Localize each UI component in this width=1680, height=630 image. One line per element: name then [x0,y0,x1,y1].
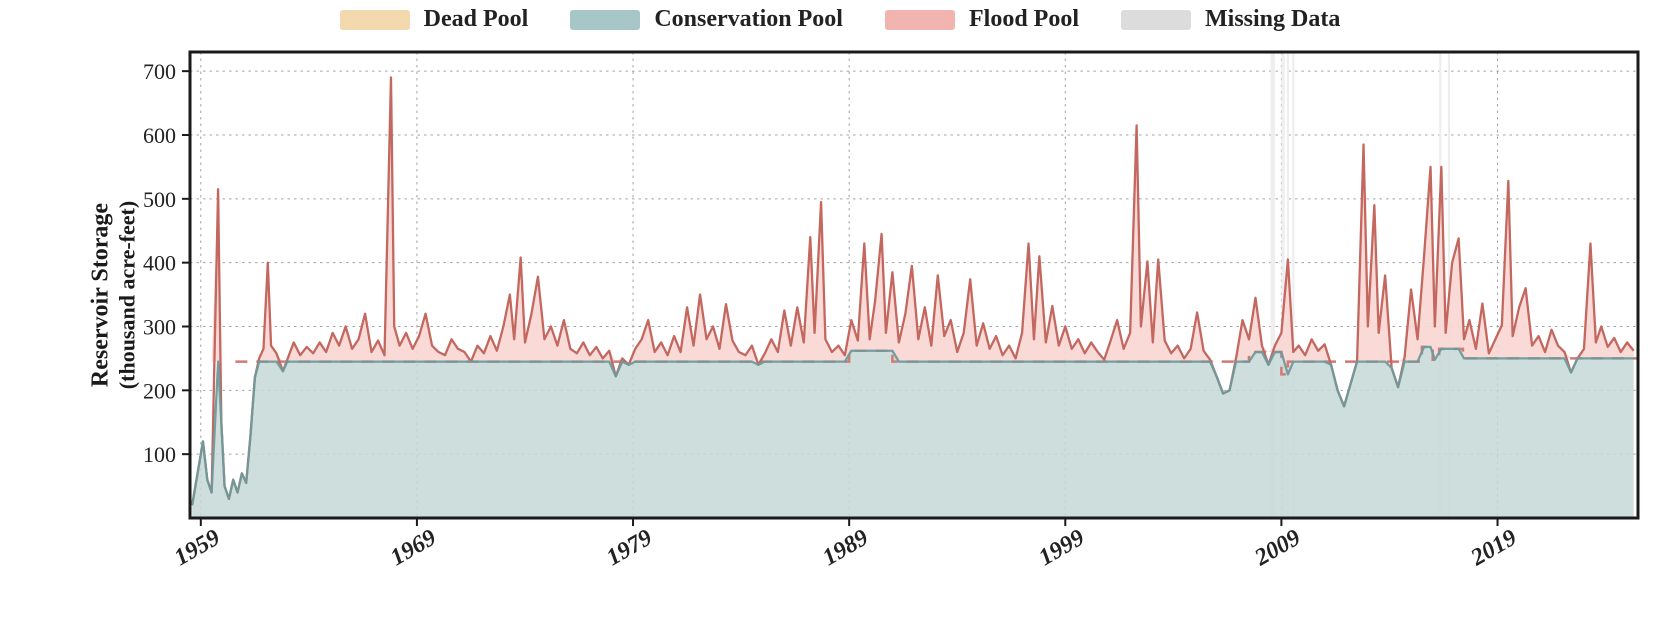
svg-text:400: 400 [143,251,176,276]
svg-text:1999: 1999 [1034,525,1089,572]
svg-text:300: 300 [143,314,176,339]
svg-text:2009: 2009 [1250,525,1305,572]
svg-text:700: 700 [143,59,176,84]
svg-text:1969: 1969 [386,525,441,572]
svg-text:2019: 2019 [1466,525,1521,572]
svg-text:200: 200 [143,378,176,403]
svg-text:1979: 1979 [602,525,657,572]
reservoir-storage-chart: 100 200 300 400 500 600 700 1959 1969 1979 1989 199… [0,0,1680,630]
svg-text:500: 500 [143,187,176,212]
svg-text:100: 100 [143,442,176,467]
svg-text:1989: 1989 [818,525,873,572]
svg-text:1959: 1959 [170,525,225,572]
svg-text:600: 600 [143,123,176,148]
